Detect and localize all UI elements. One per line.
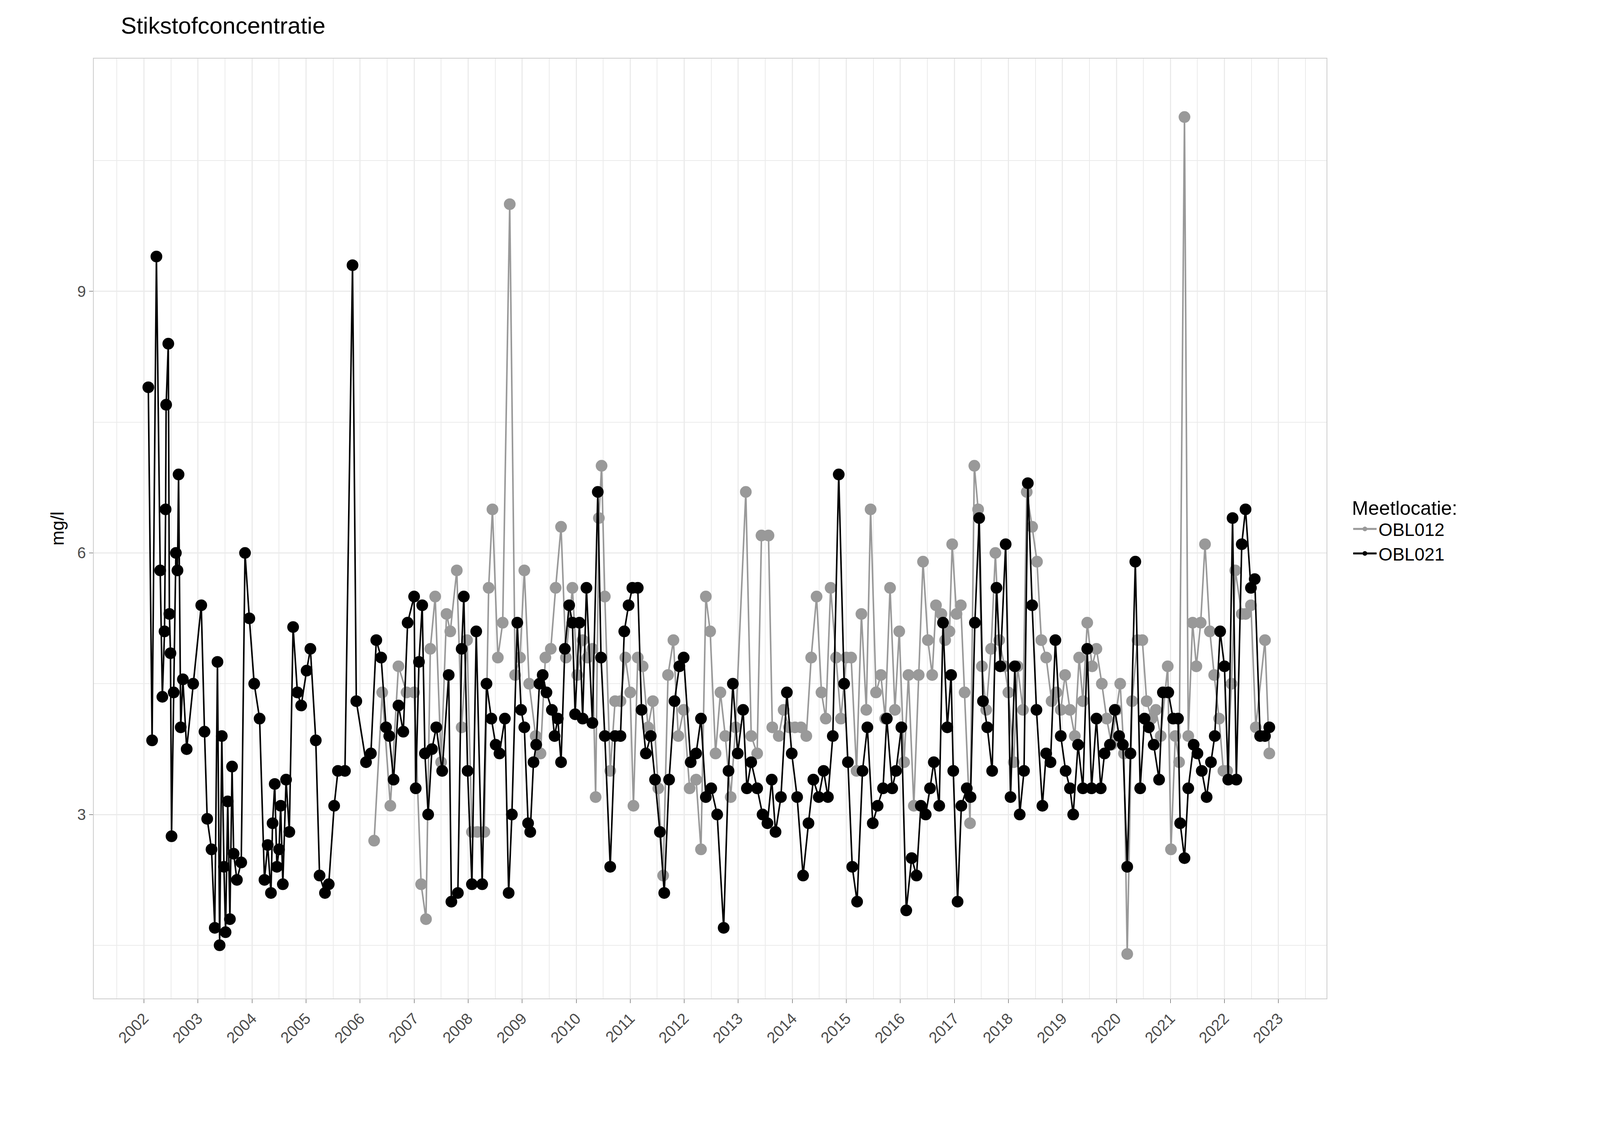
- svg-text:6: 6: [77, 544, 86, 562]
- svg-text:OBL021: OBL021: [1378, 544, 1445, 565]
- svg-text:2021: 2021: [1141, 1009, 1179, 1047]
- svg-text:Stikstofconcentratie: Stikstofconcentratie: [120, 12, 326, 39]
- svg-text:2009: 2009: [492, 1009, 530, 1047]
- svg-text:3: 3: [77, 805, 86, 824]
- svg-text:2008: 2008: [439, 1009, 476, 1047]
- svg-text:2007: 2007: [385, 1009, 422, 1047]
- svg-text:2020: 2020: [1087, 1009, 1125, 1047]
- svg-text:2017: 2017: [925, 1009, 963, 1047]
- svg-text:2023: 2023: [1249, 1009, 1287, 1047]
- svg-text:2006: 2006: [331, 1009, 368, 1047]
- svg-text:2016: 2016: [871, 1009, 909, 1047]
- svg-text:mg/l: mg/l: [47, 511, 68, 546]
- svg-text:2014: 2014: [763, 1009, 800, 1047]
- svg-text:2003: 2003: [169, 1009, 206, 1047]
- svg-text:2015: 2015: [817, 1009, 854, 1047]
- svg-text:2004: 2004: [223, 1009, 260, 1047]
- svg-text:9: 9: [77, 282, 86, 300]
- svg-text:2013: 2013: [709, 1009, 747, 1047]
- svg-text:2022: 2022: [1195, 1009, 1233, 1047]
- svg-text:Meetlocatie:: Meetlocatie:: [1351, 497, 1458, 520]
- svg-text:2010: 2010: [547, 1009, 584, 1047]
- svg-text:2012: 2012: [655, 1009, 692, 1047]
- svg-text:2002: 2002: [114, 1009, 152, 1047]
- svg-text:2019: 2019: [1033, 1009, 1070, 1047]
- svg-text:2018: 2018: [979, 1009, 1017, 1047]
- svg-text:OBL012: OBL012: [1378, 519, 1445, 540]
- svg-text:2005: 2005: [276, 1009, 314, 1047]
- svg-text:2011: 2011: [601, 1009, 638, 1046]
